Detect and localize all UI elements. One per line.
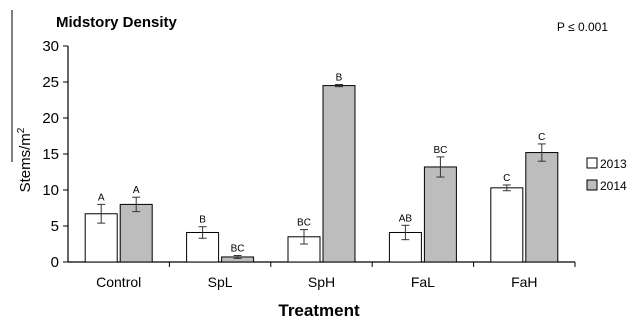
bar-2014-SpH [322, 85, 356, 263]
significance-label: A [98, 192, 105, 203]
chart-title: Midstory Density [56, 14, 178, 31]
y-axis-label-text: Stems/m [17, 133, 34, 192]
legend: 2013 2014 [586, 157, 627, 193]
y-axis-label-superscript: 2 [16, 127, 27, 133]
significance-label: A [133, 185, 140, 196]
significance-label: B [336, 73, 343, 84]
x-tick-label: Control [96, 274, 141, 290]
x-tick-label: SpH [308, 274, 335, 290]
p-value-annotation: P ≤ 0.001 [557, 20, 608, 34]
x-tick-label: FaH [511, 274, 537, 290]
y-axis-label: Stems/m2 [16, 127, 34, 192]
y-tick-label: 20 [42, 110, 59, 127]
x-axis-label: Treatment [278, 301, 360, 320]
significance-label: BC [297, 218, 311, 229]
legend-label: 2013 [600, 157, 627, 171]
bar-2013-Control [84, 213, 118, 263]
legend-swatch-2014 [586, 179, 598, 191]
significance-label: BC [231, 244, 245, 255]
y-tick-label: 30 [42, 38, 59, 55]
y-axis: 0 5 10 15 20 25 30 [42, 38, 69, 271]
y-tick-label: 5 [51, 218, 59, 235]
y-tick-label: 0 [51, 254, 59, 271]
significance-label: AB [399, 213, 413, 224]
x-tick-label: SpL [208, 274, 233, 290]
y-tick-label: 25 [42, 74, 59, 91]
legend-swatch-2013 [586, 157, 598, 169]
bar-2014-FaL [423, 166, 457, 263]
x-axis: Control SpL SpH FaL FaH [68, 261, 576, 290]
x-tick-label: FaL [411, 274, 435, 290]
significance-label: C [538, 132, 545, 143]
bar-2014-FaH [525, 152, 559, 263]
legend-label: 2014 [600, 179, 627, 193]
y-tick-label: 15 [42, 146, 59, 163]
significance-label: B [199, 215, 206, 226]
bar-2014-Control [119, 203, 153, 263]
bar-2013-FaH [490, 187, 524, 263]
bar-2013-SpL [186, 231, 220, 263]
y-tick-label: 10 [42, 182, 59, 199]
significance-label: C [503, 173, 510, 184]
significance-label: BC [433, 145, 447, 156]
